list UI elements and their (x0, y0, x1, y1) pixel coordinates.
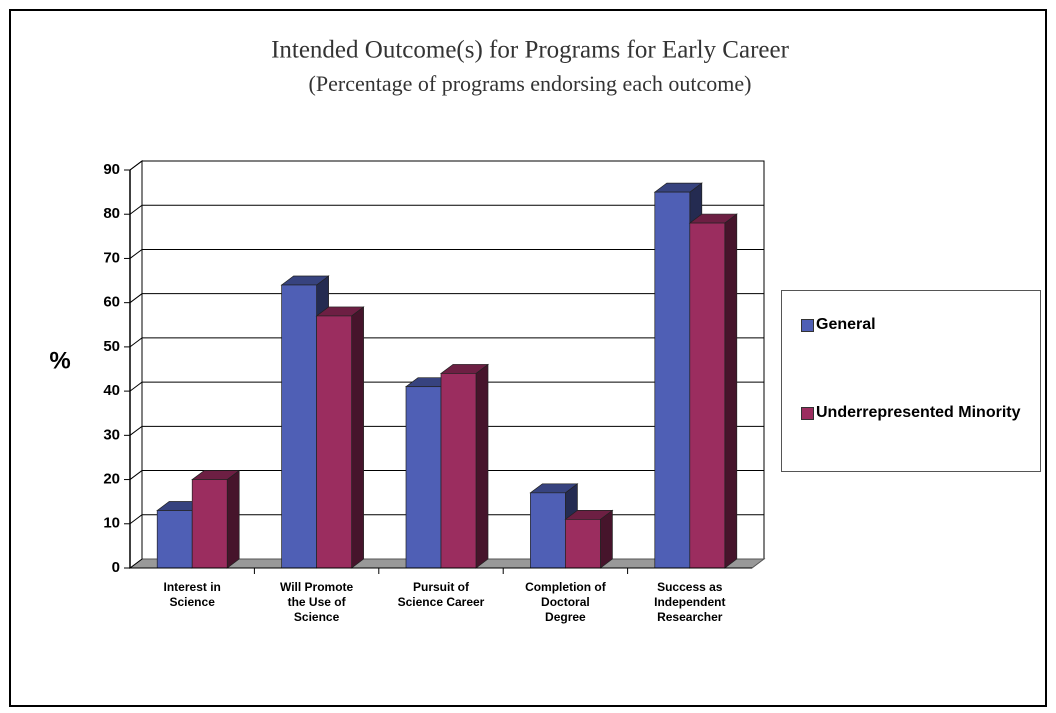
grid-line (129, 381, 764, 392)
legend-label: Underrepresented Minority (816, 404, 1021, 421)
frame (9, 9, 1047, 707)
x-tick-label: Pursuit of Science Career (398, 580, 485, 609)
bar (439, 363, 490, 569)
y-axis-label: % (49, 347, 70, 374)
grid-line (129, 337, 764, 348)
bar-front (530, 492, 566, 569)
bar-front (156, 510, 193, 569)
bar-front (281, 284, 317, 569)
y-tick-label: 80 (103, 205, 120, 222)
grid-line (129, 425, 764, 436)
grid-line (129, 293, 764, 304)
bar-front (440, 373, 477, 569)
y-tick-label: 40 (103, 382, 120, 399)
legend-label: General (816, 316, 876, 333)
x-tick-label: Interest in Science (164, 580, 221, 609)
grid-line (129, 470, 764, 480)
grid-line (129, 248, 764, 259)
bar-side (600, 509, 613, 569)
chart-subtitle: (Percentage of programs endorsing each o… (309, 71, 752, 96)
legend-item: Underrepresented Minority (801, 403, 1026, 422)
chart-title: Intended Outcome(s) for Programs for Ear… (271, 37, 790, 64)
bar (564, 509, 614, 569)
y-tick-label: 60 (103, 294, 120, 311)
bar-front (405, 386, 442, 569)
y-tick-label: 0 (112, 559, 120, 576)
x-tick-label: Will Promote the Use of Science (280, 580, 354, 624)
bar (688, 213, 738, 569)
y-tick-label: 90 (103, 161, 120, 178)
y-tick-label: 70 (103, 249, 120, 266)
legend-swatch (801, 319, 814, 332)
x-tick-label: Completion of Doctoral Degree (525, 580, 607, 624)
grid-line (129, 160, 764, 171)
bar-side (226, 469, 240, 569)
bar (191, 469, 241, 569)
bar-front (565, 519, 601, 569)
x-tick-label: Success as Independent Researcher (654, 580, 725, 624)
bar-front (689, 222, 726, 569)
bar (315, 306, 365, 569)
grid-line (129, 204, 764, 215)
legend-item: General (801, 315, 1026, 334)
y-tick-label: 50 (103, 338, 120, 355)
legend: General Underrepresented Minority (781, 290, 1041, 472)
y-tick-label: 20 (103, 471, 120, 488)
y-tick-label: 30 (103, 426, 120, 443)
bar-front (654, 191, 691, 569)
bar-side (724, 213, 738, 569)
bar-front (191, 479, 228, 569)
y-tick-label: 10 (103, 515, 120, 532)
bar-side (351, 306, 364, 569)
legend-swatch (801, 407, 814, 420)
side-wall (129, 160, 143, 569)
bar-side (475, 363, 489, 569)
bar-front (316, 315, 352, 569)
